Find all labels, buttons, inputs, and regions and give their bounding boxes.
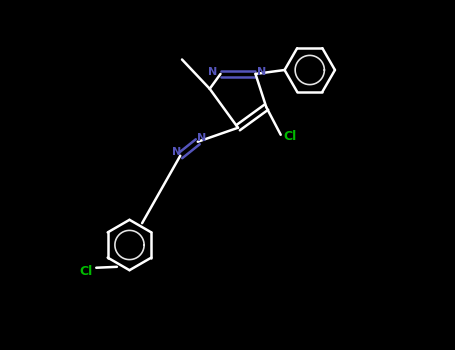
Text: N: N <box>172 147 182 157</box>
Text: Cl: Cl <box>80 265 93 278</box>
Text: Cl: Cl <box>283 130 297 143</box>
Text: N: N <box>197 133 207 143</box>
Text: N: N <box>208 67 217 77</box>
Text: N: N <box>257 67 267 77</box>
